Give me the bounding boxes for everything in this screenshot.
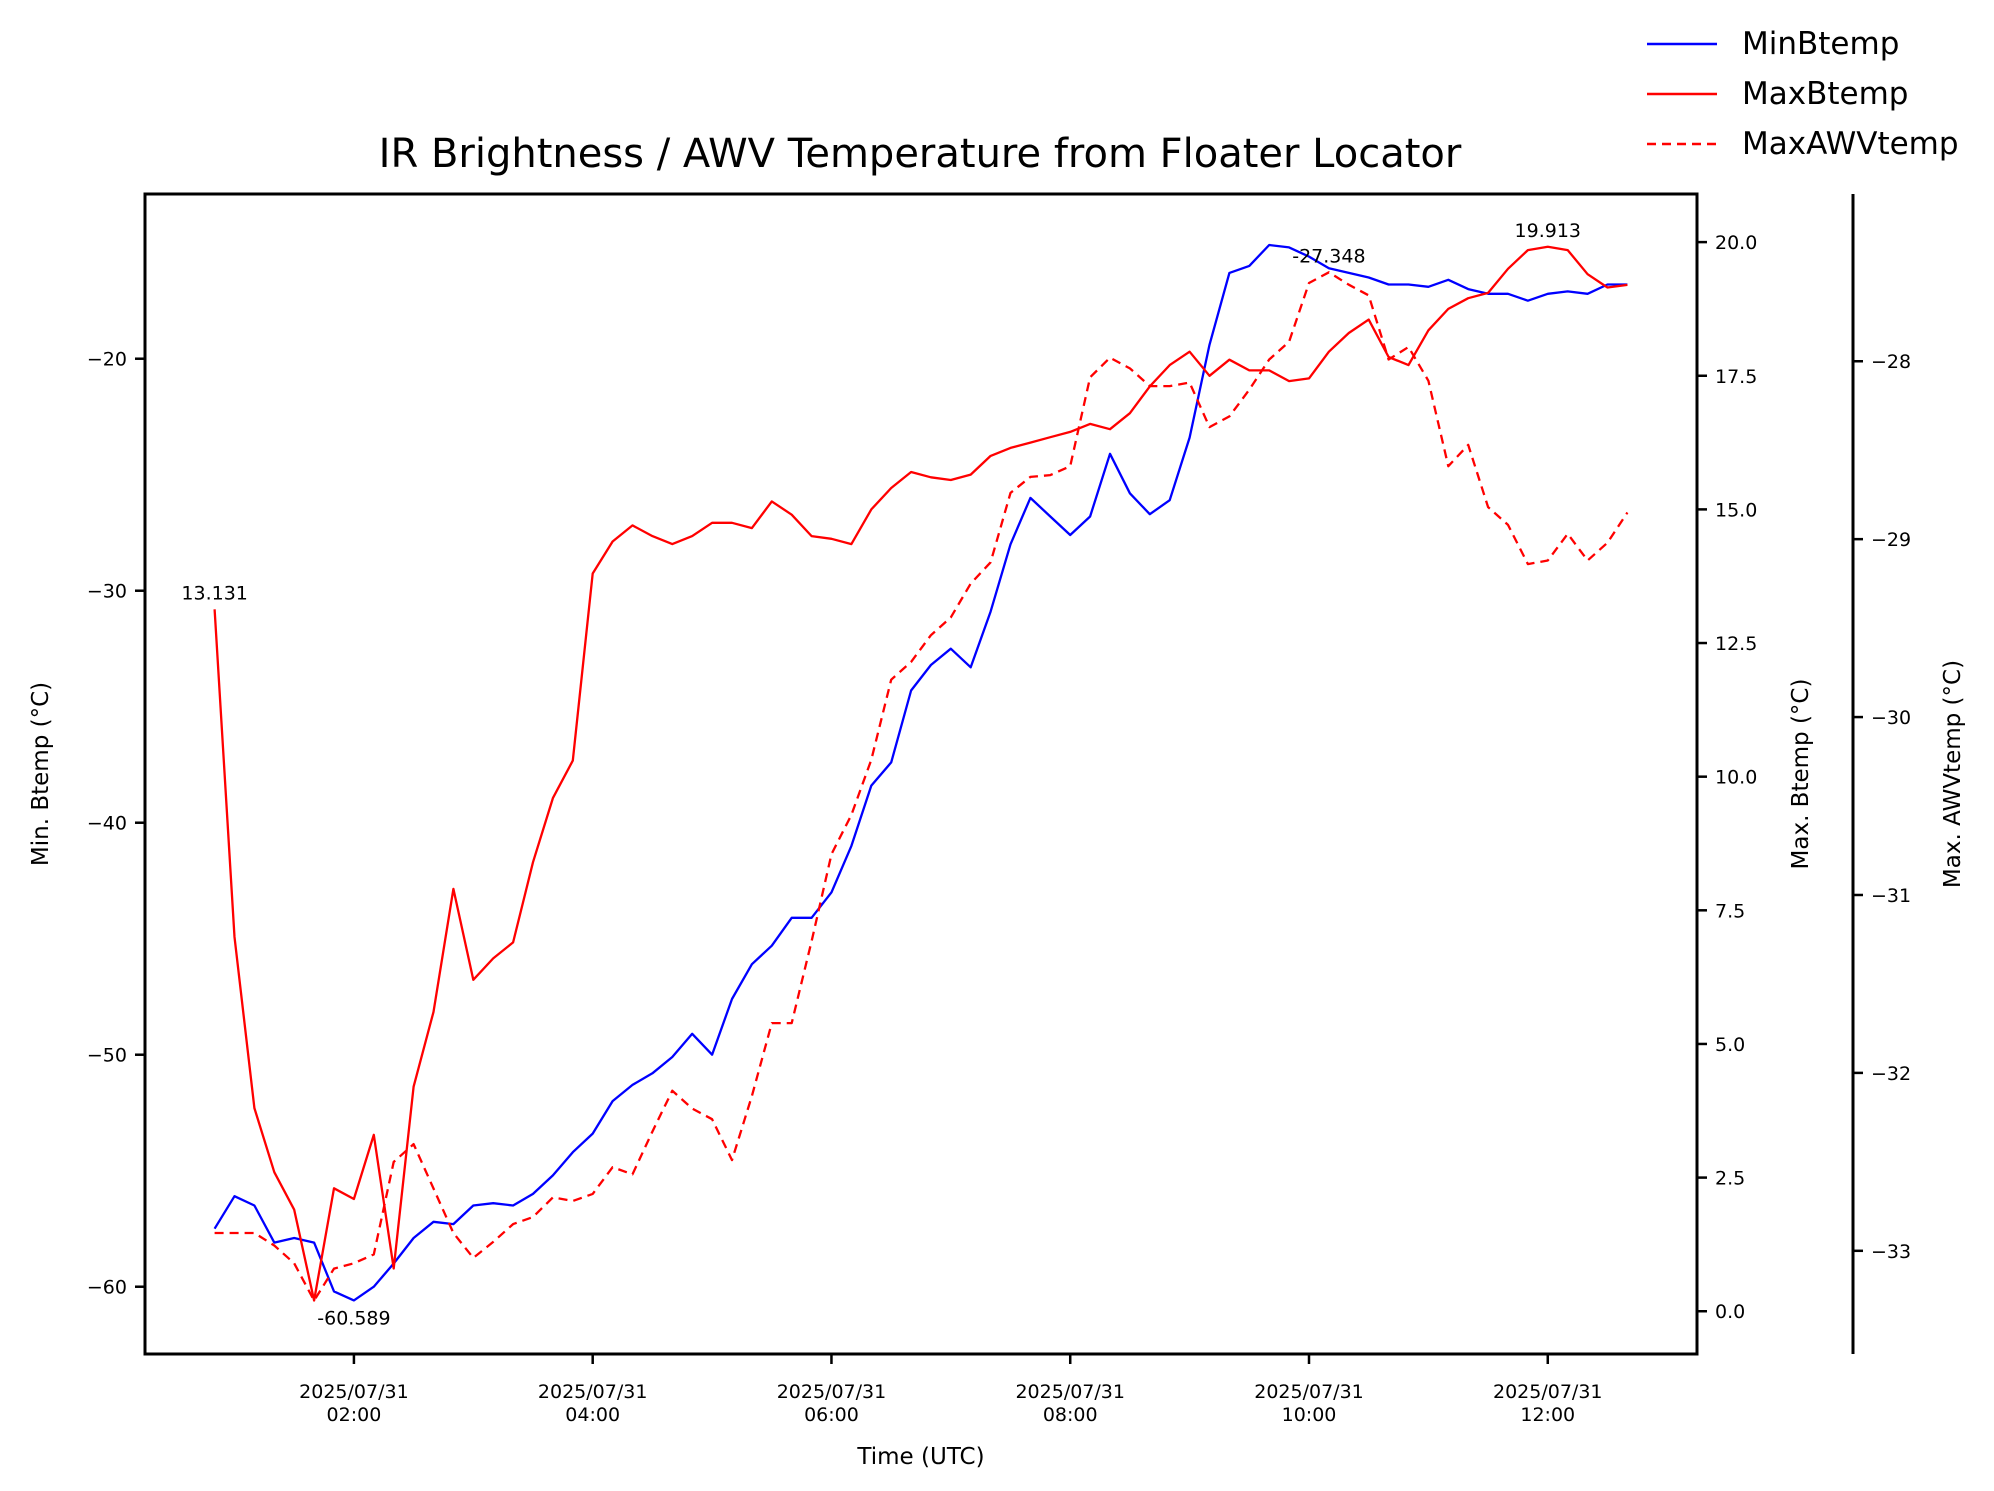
right-y-1-tick-label: 20.0 bbox=[1715, 232, 1757, 254]
data-annotation: 19.913 bbox=[1515, 220, 1581, 242]
x-tick-label: 2025/07/31 08:00 bbox=[1015, 1381, 1125, 1426]
legend: MinBtemp MaxBtemp MaxAWVtemp bbox=[1647, 26, 1959, 162]
right-y-1-tick-label: 17.5 bbox=[1715, 366, 1757, 388]
left-y-tick-label: −60 bbox=[87, 1277, 127, 1299]
right-y-axis-1-label: Max. Btemp (°C) bbox=[1788, 679, 1814, 870]
x-tick-label: 2025/07/31 02:00 bbox=[299, 1381, 409, 1426]
left-y-tick-label: −30 bbox=[87, 581, 127, 603]
right-y-1-tick-label: 2.5 bbox=[1715, 1168, 1745, 1190]
right-y-1-tick-label: 12.5 bbox=[1715, 633, 1757, 655]
right-y-2-tick-label: −28 bbox=[1871, 351, 1911, 373]
right-y-2-tick-label: −33 bbox=[1871, 1241, 1911, 1263]
series-line-minbtemp bbox=[213, 243, 1628, 1302]
right-y-1-tick-label: 0.0 bbox=[1715, 1301, 1745, 1323]
x-tick-label: 2025/07/31 12:00 bbox=[1493, 1381, 1603, 1426]
chart-title: IR Brightness / AWV Temperature from Flo… bbox=[379, 131, 1462, 177]
right-y-axis-2-ticks: −28 −29 −30 −31 −32 −33 bbox=[1853, 351, 1911, 1263]
right-y-1-tick-label: 5.0 bbox=[1715, 1034, 1745, 1056]
data-annotation: 13.131 bbox=[181, 582, 247, 604]
left-y-tick-label: −50 bbox=[87, 1045, 127, 1067]
series-line-maxbtemp bbox=[213, 245, 1628, 1302]
x-axis-ticks: 2025/07/31 02:00 2025/07/31 04:00 2025/07/31… bbox=[299, 1354, 1603, 1426]
legend-label-maxawvtemp: MaxAWVtemp bbox=[1742, 126, 1959, 162]
x-tick-label: 2025/07/31 06:00 bbox=[777, 1381, 887, 1426]
right-y-2-tick-label: −32 bbox=[1871, 1063, 1911, 1085]
legend-label-minbtemp: MinBtemp bbox=[1742, 26, 1899, 62]
x-tick-label: 2025/07/31 04:00 bbox=[538, 1381, 648, 1426]
x-axis-label: Time (UTC) bbox=[856, 1444, 984, 1470]
left-y-axis-label: Min. Btemp (°C) bbox=[28, 682, 54, 866]
data-annotation: -27.348 bbox=[1292, 245, 1365, 267]
right-y-axis-1-ticks: 0.0 2.5 5.0 7.5 10.0 12.5 15.0 17.5 20.0 bbox=[1697, 232, 1757, 1323]
series-layer bbox=[213, 243, 1629, 1302]
right-y-1-tick-label: 10.0 bbox=[1715, 767, 1757, 789]
left-y-axis-ticks: −20 −30 −40 −50 −60 bbox=[87, 349, 145, 1299]
right-y-1-tick-label: 15.0 bbox=[1715, 499, 1757, 521]
right-y-2-tick-label: −31 bbox=[1871, 885, 1911, 907]
right-y-2-tick-label: −29 bbox=[1871, 529, 1911, 551]
annotations: 13.131 -60.589 -27.348 19.913 bbox=[181, 220, 1581, 1330]
left-y-tick-label: −40 bbox=[87, 813, 127, 835]
left-y-tick-label: −20 bbox=[87, 349, 127, 371]
data-annotation: -60.589 bbox=[317, 1307, 390, 1329]
right-y-2-tick-label: −30 bbox=[1871, 707, 1911, 729]
x-tick-label: 2025/07/31 10:00 bbox=[1254, 1381, 1364, 1426]
legend-label-maxbtemp: MaxBtemp bbox=[1742, 76, 1908, 112]
plot-frame bbox=[143, 192, 1699, 1356]
right-y-1-tick-label: 7.5 bbox=[1715, 900, 1745, 922]
series-line-maxawvtemp bbox=[214, 271, 1629, 1302]
right-y-axis-2-label: Max. AWVtemp (°C) bbox=[1940, 660, 1966, 888]
